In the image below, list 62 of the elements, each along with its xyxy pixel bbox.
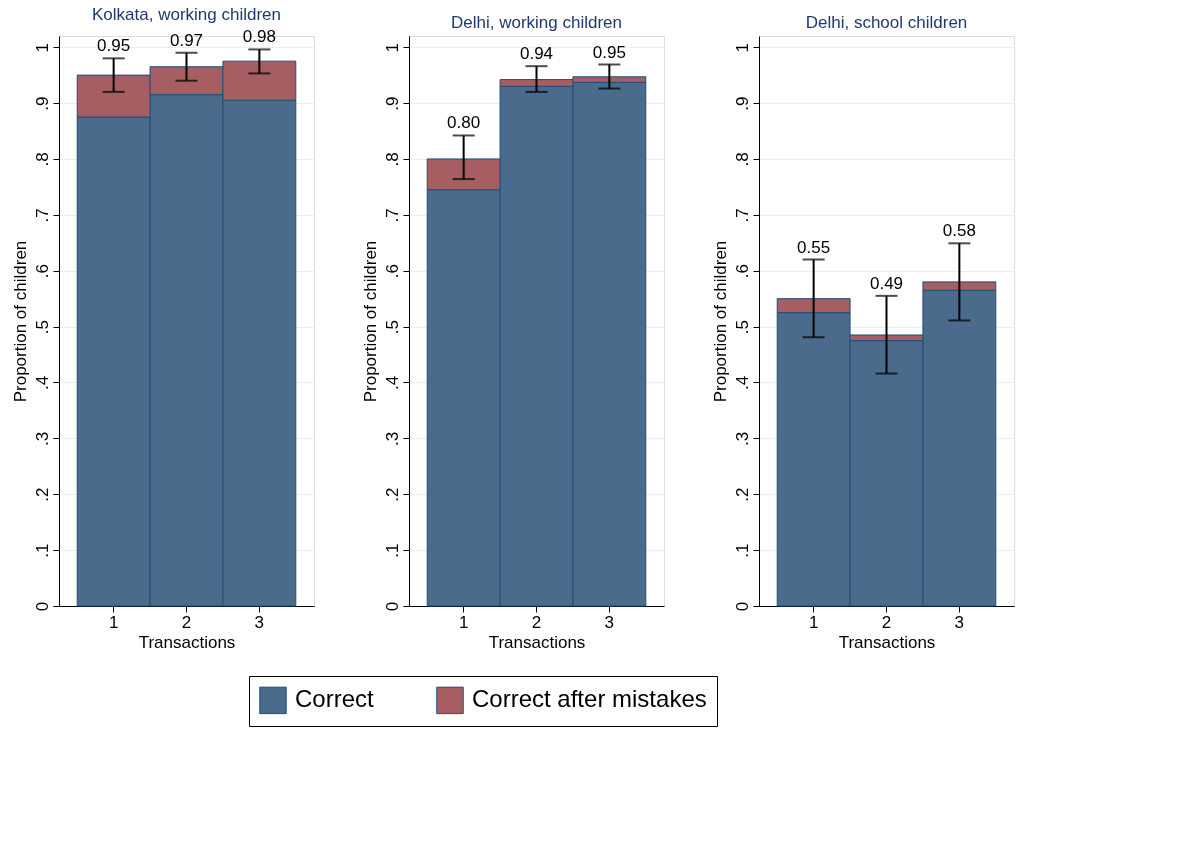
y-axis-title: Proportion of children: [10, 240, 30, 403]
y-tick-label: .6: [382, 264, 402, 279]
x-tick-label: 3: [604, 612, 615, 632]
y-tick-label: .5: [32, 319, 52, 335]
y-tick-label: .3: [382, 431, 402, 446]
y-tick-label: .7: [382, 208, 402, 223]
total-label: 0.97: [169, 30, 204, 50]
x-tick-label: 3: [254, 612, 265, 632]
y-tick-label: .6: [32, 264, 52, 279]
y-tick-label: .5: [382, 319, 402, 335]
y-tick-label: .4: [732, 375, 752, 391]
y-tick-label: .3: [32, 431, 52, 446]
total-label: 0.80: [447, 113, 481, 133]
total-label: 0.55: [797, 237, 831, 257]
y-tick-label: 1: [32, 42, 52, 53]
y-tick-label: 1: [732, 42, 752, 53]
chart-title: Kolkata, working children: [92, 5, 281, 25]
y-axis-title: Proportion of children: [710, 240, 730, 403]
y-tick-label: .4: [32, 375, 52, 391]
legend-label: Correct: [295, 685, 375, 713]
x-tick-label: 2: [531, 612, 542, 632]
y-tick-label: .7: [32, 208, 52, 223]
total-label: 0.94: [519, 44, 554, 64]
x-tick-label: 1: [808, 612, 819, 632]
y-tick-label: .1: [382, 543, 402, 558]
y-tick-label: 0: [32, 601, 52, 612]
y-tick-label: 0: [382, 601, 402, 612]
y-tick-label: .3: [732, 431, 752, 446]
y-axis-title: Proportion of children: [360, 240, 380, 403]
y-tick-label: .1: [732, 543, 752, 558]
chart-title: Delhi, school children: [805, 13, 968, 32]
x-axis-title: Transactions: [838, 632, 936, 652]
x-tick-label: 3: [954, 612, 965, 632]
y-tick-label: 1: [382, 42, 402, 53]
y-tick-label: .2: [732, 487, 752, 502]
x-axis-title: Transactions: [138, 632, 236, 652]
y-tick-label: .9: [32, 96, 52, 111]
y-tick-label: .6: [732, 264, 752, 279]
x-tick-label: 2: [181, 612, 192, 632]
y-tick-label: .4: [382, 375, 402, 391]
x-tick-label: 1: [108, 612, 119, 632]
chart-title: Delhi, working children: [450, 13, 623, 32]
total-label: 0.95: [592, 42, 626, 62]
y-tick-label: .7: [732, 208, 752, 223]
total-label: 0.98: [242, 27, 276, 47]
y-tick-label: .2: [32, 487, 52, 502]
total-label: 0.95: [97, 36, 131, 56]
y-tick-label: .8: [732, 152, 752, 167]
y-tick-label: .8: [32, 152, 52, 167]
y-tick-label: .9: [382, 96, 402, 111]
y-tick-label: .8: [382, 152, 402, 167]
x-tick-label: 1: [458, 612, 469, 632]
x-axis-title: Transactions: [488, 632, 586, 652]
y-tick-label: .1: [32, 543, 52, 558]
x-tick-label: 2: [881, 612, 892, 632]
y-tick-label: .5: [732, 319, 752, 335]
total-label: 0.49: [869, 273, 904, 293]
legend-label: Correct after mistakes: [472, 685, 707, 713]
y-tick-label: .9: [732, 96, 752, 111]
y-tick-label: 0: [732, 601, 752, 612]
total-label: 0.58: [942, 221, 976, 241]
y-tick-label: .2: [382, 487, 402, 502]
